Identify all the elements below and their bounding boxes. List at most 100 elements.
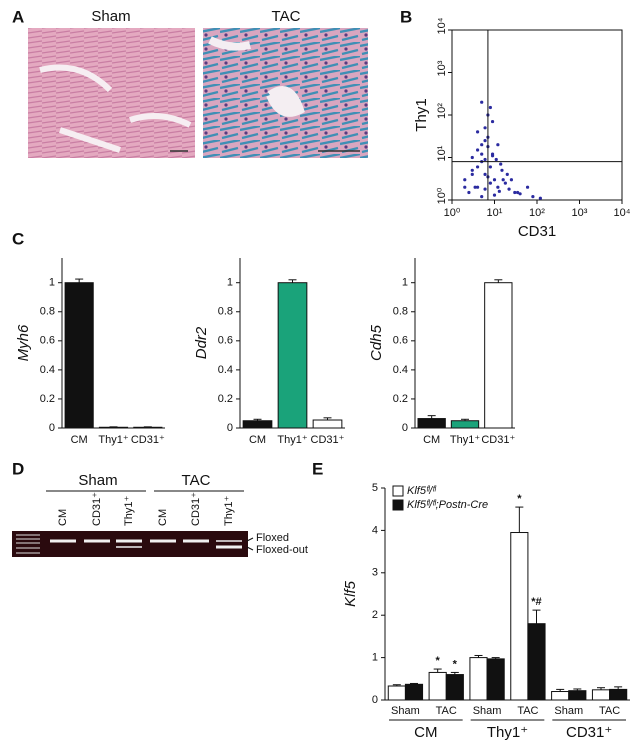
bar <box>404 683 424 701</box>
point <box>499 162 503 166</box>
y-tick-label: 0.8 <box>218 306 233 318</box>
panel-label: B <box>400 7 412 26</box>
lane-label: CM <box>157 509 169 526</box>
y-tick-label: 0.4 <box>40 364 55 376</box>
point <box>467 190 471 195</box>
legend-label: Klf5ᶠˡ/ᶠˡ <box>407 485 437 497</box>
point <box>509 178 514 182</box>
y-tick-label: 0.8 <box>393 306 408 318</box>
y-tick-label: 10¹ <box>436 145 448 161</box>
point <box>470 172 474 177</box>
group-label: CD31⁺ <box>566 724 612 741</box>
y-tick-label: 1 <box>227 277 233 289</box>
tissue-gap <box>208 36 305 117</box>
bar <box>591 689 611 701</box>
annotation: * <box>436 655 441 667</box>
x-tick-label: CM <box>249 434 266 446</box>
point <box>480 195 484 199</box>
y-tick-label: 0 <box>227 422 233 434</box>
bar <box>312 419 343 429</box>
y-tick-label: 1 <box>49 277 55 289</box>
x-tick-label: TAC <box>436 705 457 717</box>
point <box>490 154 495 158</box>
plot-frame <box>451 29 623 201</box>
point <box>513 190 517 195</box>
point <box>483 126 487 130</box>
y-tick-label: 0.4 <box>393 364 408 376</box>
y-tick-label: 0.6 <box>393 335 408 347</box>
gel-group: TAC <box>182 472 211 489</box>
point <box>497 189 501 193</box>
lane-label: CD31⁺ <box>190 492 202 526</box>
bar <box>445 674 464 701</box>
image-title: Sham <box>91 8 130 25</box>
point <box>488 165 492 169</box>
point <box>531 195 535 199</box>
bar <box>486 658 505 701</box>
x-tick-label: Thy1⁺ <box>277 434 307 446</box>
x-tick-label: CD31⁺ <box>481 434 515 446</box>
band-label: Floxed-out <box>256 544 308 556</box>
point <box>494 157 498 162</box>
lane-label: CM <box>57 509 69 526</box>
panel-label: D <box>12 459 24 478</box>
point <box>473 185 477 189</box>
bar <box>387 685 406 701</box>
tissue-gap <box>39 64 192 153</box>
bar <box>527 623 546 701</box>
point <box>488 181 492 185</box>
legend-swatch <box>392 485 404 497</box>
point <box>463 185 467 189</box>
group-label: CM <box>414 724 437 741</box>
y-axis-label: Myh6 <box>15 324 32 361</box>
x-tick-label: Sham <box>391 705 420 717</box>
point <box>480 100 484 104</box>
x-tick-label: CD31⁺ <box>131 434 165 446</box>
y-tick-label: 1 <box>402 277 408 289</box>
y-axis-label: Thy1 <box>413 98 430 131</box>
y-axis-label: Ddr2 <box>193 326 210 359</box>
y-tick-label: 2 <box>372 609 378 621</box>
x-tick-label: 10² <box>529 207 545 219</box>
y-tick-label: 10⁴ <box>436 17 448 34</box>
y-axis-label: Cdh5 <box>368 324 385 361</box>
point <box>483 157 487 162</box>
bar <box>417 418 446 429</box>
x-tick-label: 10⁴ <box>614 207 631 219</box>
point <box>505 172 509 177</box>
point <box>488 105 492 110</box>
gel-bands <box>50 539 242 549</box>
y-tick-label: 0 <box>49 422 55 434</box>
point <box>516 190 520 195</box>
band-pointer <box>246 537 254 542</box>
panel-label: A <box>12 7 24 26</box>
point <box>483 172 487 177</box>
x-tick-label: 10³ <box>572 207 588 219</box>
point <box>492 193 497 197</box>
point <box>507 187 511 191</box>
point <box>470 168 474 172</box>
gel-group: Sham <box>78 472 117 489</box>
bar <box>568 690 587 701</box>
x-tick-label: TAC <box>517 705 538 717</box>
point <box>538 196 542 200</box>
annotation: *# <box>531 596 541 608</box>
point <box>480 152 484 156</box>
legend-swatch <box>392 499 404 511</box>
x-tick-label: Sham <box>554 705 583 717</box>
bar <box>510 532 529 701</box>
bar <box>469 657 488 701</box>
x-axis-label: CD31 <box>518 223 556 240</box>
bar <box>484 282 513 429</box>
point <box>501 178 505 182</box>
point <box>492 178 497 182</box>
point <box>475 165 480 169</box>
bar <box>609 688 628 701</box>
y-tick-label: 0.2 <box>218 393 233 405</box>
y-tick-label: 0 <box>372 694 378 706</box>
x-tick-label: Sham <box>473 705 502 717</box>
annotation: * <box>517 493 522 505</box>
y-tick-label: 0.4 <box>218 364 233 376</box>
y-tick-label: 0.8 <box>40 306 55 318</box>
